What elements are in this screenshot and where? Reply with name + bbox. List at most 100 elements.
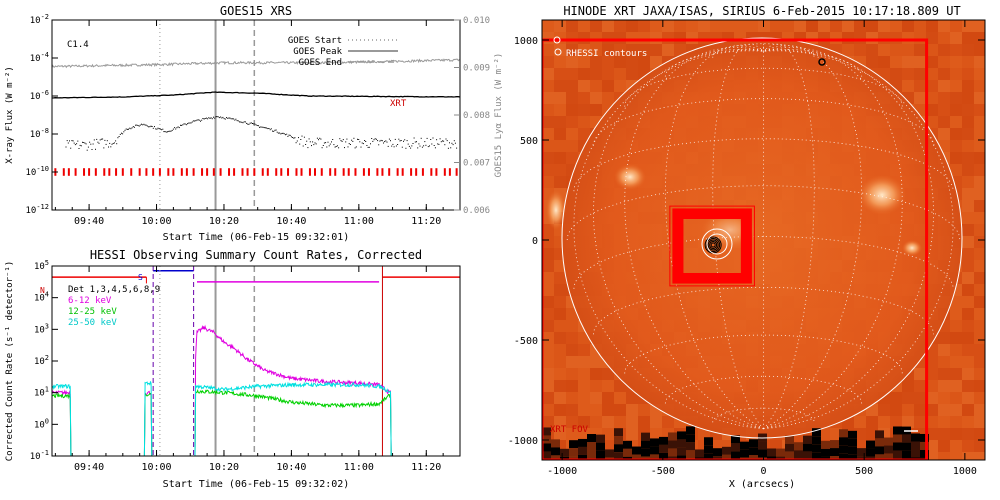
xrt-mosaic-pixel	[542, 320, 554, 332]
xrt-mosaic-pixel	[854, 416, 866, 428]
xrt-mosaic-pixel	[626, 392, 638, 404]
xrt-mosaic-pixel	[950, 356, 962, 368]
goes-short-point	[83, 142, 85, 143]
goes-short-point	[220, 116, 222, 118]
xrt-mosaic-pixel	[938, 356, 950, 368]
goes-short-point	[437, 143, 439, 145]
goes-short-point	[390, 140, 391, 142]
goes-short-point	[253, 123, 255, 125]
xrt-mosaic-pixel	[590, 416, 602, 428]
xrt-mosaic-pixel	[926, 416, 938, 428]
goes-short-point	[326, 146, 328, 148]
goes-short-point	[164, 131, 166, 133]
xrt-mosaic-pixel	[566, 320, 578, 332]
xrt-mosaic-pixel	[674, 44, 686, 56]
xrt-mosaic-pixel	[566, 44, 578, 56]
goes-short-point	[261, 126, 263, 128]
goes-short-point	[188, 122, 190, 124]
xrt-mosaic-pixel	[566, 56, 578, 68]
goes-short-point	[136, 124, 138, 126]
goes-short-point	[367, 146, 369, 148]
goes-short-point	[360, 146, 362, 148]
xrt-mosaic-pixel	[974, 104, 985, 116]
goes-short-point	[370, 143, 371, 145]
goes-short-point	[456, 147, 458, 149]
xrt-mosaic-pixel	[602, 416, 614, 428]
goes-short-point	[141, 123, 142, 125]
xrt-mosaic-pixel	[914, 68, 926, 80]
goes-short-point	[191, 121, 193, 123]
dark-sky-pixel	[830, 448, 839, 457]
goes-x-tick-label: 10:20	[209, 216, 239, 227]
dark-sky-pixel	[749, 455, 758, 460]
goes-short-point	[208, 117, 210, 119]
goes-short-point	[399, 140, 401, 142]
dark-sky-pixel	[920, 441, 929, 450]
hessi-legend-25-50: 25-50 keV	[68, 318, 117, 328]
xrt-mosaic-pixel	[554, 392, 566, 404]
goes-flare-class: C1.4	[67, 40, 89, 50]
xrt-mosaic-pixel	[902, 392, 914, 404]
xrt-mosaic-pixel	[950, 344, 962, 356]
hessi-y-tick-label: 103	[34, 322, 49, 335]
dark-sky-pixel	[695, 449, 704, 458]
goes-short-point	[323, 142, 325, 144]
goes-short-point	[283, 133, 285, 135]
goes-short-point	[235, 118, 237, 120]
dark-sky-pixel	[668, 432, 677, 441]
xrt-mosaic-pixel	[602, 80, 614, 92]
xrt-mosaic-pixel	[590, 44, 602, 56]
goes-short-point	[319, 137, 321, 139]
xrt-mosaic-pixel	[950, 296, 962, 308]
xrt-mosaic-pixel	[974, 380, 985, 392]
sun-x-tick-label: 1000	[953, 466, 977, 477]
xrt-mosaic-pixel	[974, 368, 985, 380]
hessi-x-axis-label: Start Time (06-Feb-15 09:32:02)	[163, 479, 350, 490]
goes-short-point	[362, 143, 364, 145]
goes-short-point	[345, 141, 347, 143]
goes-short-point	[355, 146, 357, 148]
goes-short-point	[74, 144, 76, 146]
hessi-y-tick-label: 104	[34, 291, 49, 304]
goes-short-point	[433, 145, 435, 146]
xrt-mosaic-pixel	[878, 44, 890, 56]
xrt-mosaic-pixel	[974, 428, 985, 440]
goes-short-point	[73, 142, 75, 144]
xrt-mosaic-pixel	[950, 308, 962, 320]
goes-short-point	[95, 148, 96, 150]
goes-short-point	[273, 130, 275, 132]
xrt-mosaic-pixel	[590, 80, 602, 92]
xrt-mosaic-pixel	[950, 416, 962, 428]
xrt-mosaic-pixel	[674, 32, 686, 44]
sun-y-tick-label: 1000	[514, 36, 538, 47]
xrt-mosaic-pixel	[650, 416, 662, 428]
dark-sky-pixel	[614, 436, 623, 445]
xrt-mosaic-pixel	[542, 380, 554, 392]
xrt-mosaic-pixel	[962, 356, 974, 368]
hessi-night-flag: N	[40, 286, 45, 295]
goes-short-point	[196, 119, 198, 121]
dark-sky-pixel	[542, 435, 551, 444]
goes-short-point	[178, 127, 180, 129]
goes-short-point	[138, 125, 140, 127]
xrt-mosaic-pixel	[542, 356, 554, 368]
dark-sky-pixel	[785, 451, 794, 460]
xrt-mosaic-pixel	[938, 380, 950, 392]
xrt-mosaic-pixel	[554, 128, 566, 140]
goes-short-point	[108, 146, 109, 148]
xrt-mosaic-pixel	[938, 20, 950, 32]
dark-sky-pixel	[803, 435, 812, 444]
xrt-mosaic-pixel	[974, 128, 985, 140]
xrt-mosaic-pixel	[938, 452, 950, 460]
xrt-mosaic-pixel	[566, 152, 578, 164]
xrt-mosaic-pixel	[602, 392, 614, 404]
dark-sky-pixel	[866, 456, 875, 460]
bright-region-w	[902, 240, 922, 256]
goes-short-point	[444, 144, 446, 146]
goes-short-point	[275, 129, 277, 131]
xrt-mosaic-pixel	[962, 92, 974, 104]
xrt-mosaic-pixel	[950, 44, 962, 56]
dark-sky-pixel	[596, 442, 605, 451]
dark-sky-pixel	[677, 455, 686, 460]
goes-short-point	[264, 127, 266, 129]
